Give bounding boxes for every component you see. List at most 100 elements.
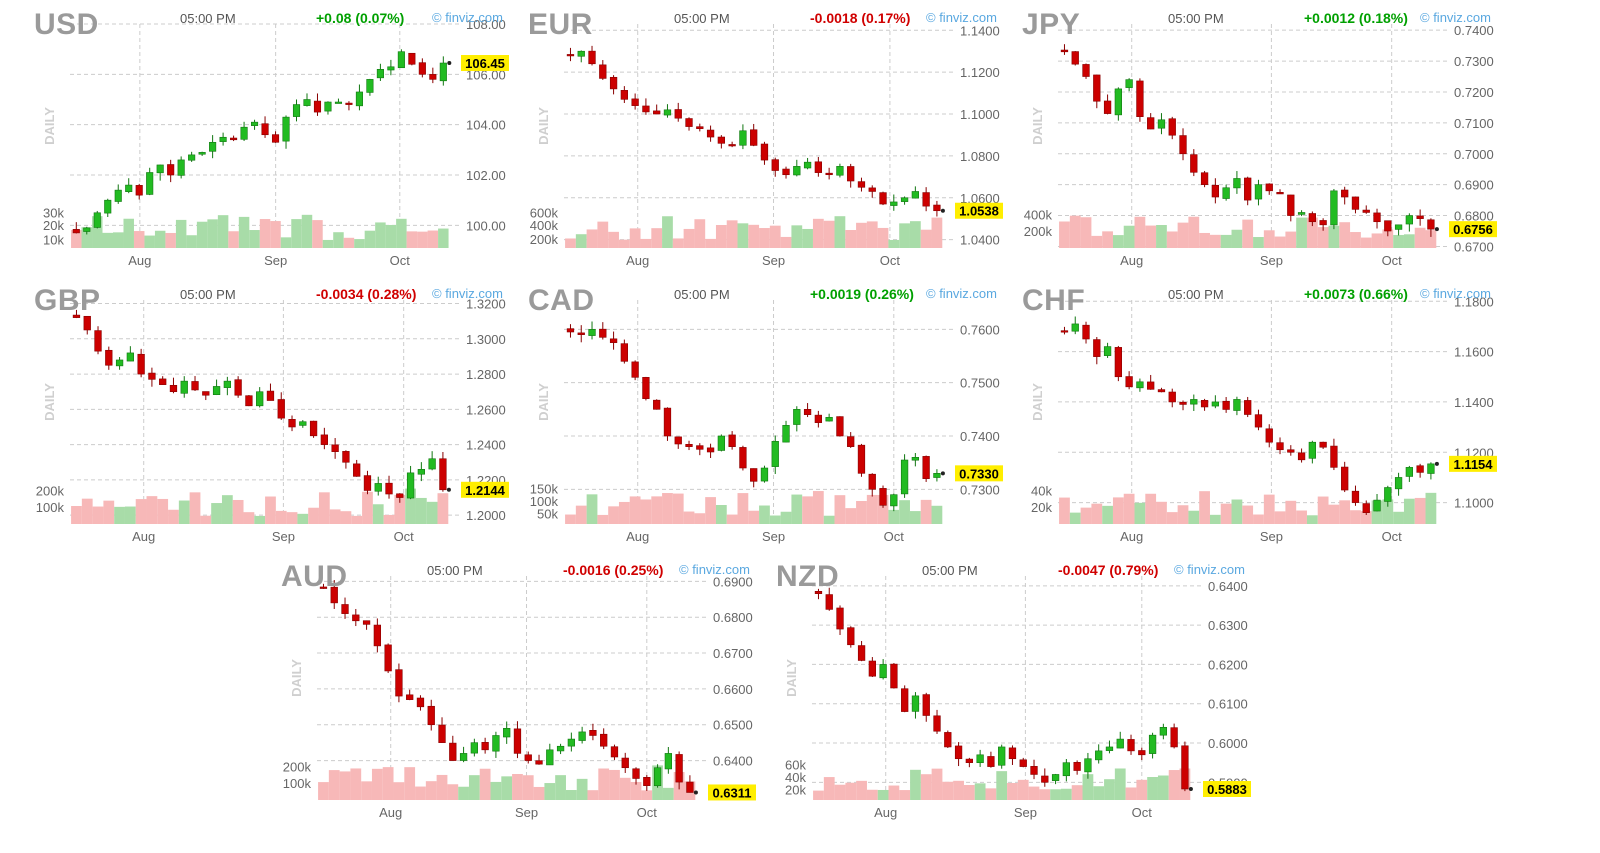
y-tick-label: 1.2000 (466, 508, 506, 523)
chart-panel-aud[interactable]: 0.6900 0.6800 0.6700 0.6600 0.6500 0.6400 Aug S… (275, 558, 769, 828)
last-price-box (461, 481, 509, 498)
candle (706, 129, 715, 138)
candle (156, 164, 164, 174)
volume-bar (587, 790, 599, 800)
chart-panel-nzd[interactable]: 0.64000.63000.62000.61000.60000.5900AugS… (770, 558, 1264, 828)
chart-panel-jpy[interactable]: 0.7400 0.7300 0.7200 0.7100 0.7000 0.6900 0.68… (1016, 6, 1510, 276)
candle (879, 192, 887, 205)
candle (685, 118, 693, 127)
candle (922, 694, 930, 716)
x-tick-label: Sep (515, 805, 538, 820)
candle (890, 663, 898, 689)
candle (857, 181, 866, 188)
candle (1060, 49, 1069, 53)
candle (890, 494, 898, 507)
candle (814, 414, 822, 423)
volume-bar (769, 515, 781, 524)
brand-link[interactable]: © finviz.com (926, 10, 997, 25)
candle (1181, 745, 1189, 790)
volume-bar (1339, 500, 1351, 524)
candle (198, 152, 206, 155)
candle (408, 52, 416, 65)
candle (911, 695, 920, 712)
x-tick-label: Oct (394, 529, 415, 544)
brand-link[interactable]: © finviz.com (926, 286, 997, 301)
candle (261, 123, 269, 136)
candle (1384, 487, 1392, 502)
volume-bar (189, 492, 201, 524)
candle (868, 187, 876, 192)
symbol-title: EUR (528, 8, 593, 41)
candle (146, 172, 154, 195)
volume-bar (910, 769, 921, 800)
candle (1060, 330, 1069, 333)
candle (1254, 184, 1263, 200)
volume-bar (608, 506, 619, 524)
chart-panel-usd[interactable]: 108.00 106.00 104.00 102.00 100.00 Aug Sep Oct D… (28, 6, 522, 276)
volume-bar (1168, 770, 1180, 800)
candle (428, 458, 436, 470)
volume-bar (200, 515, 212, 524)
volume-bar (1112, 497, 1124, 524)
x-tick-label: Aug (128, 253, 151, 268)
volume-bar (417, 231, 428, 248)
last-price-box (1449, 221, 1497, 238)
candle (406, 472, 415, 499)
volume-bar (186, 235, 197, 248)
candle (1170, 727, 1178, 748)
volume-bar (715, 224, 727, 248)
volume-bar (1050, 789, 1061, 800)
chart-panel-gbp[interactable]: 1.3200 1.3000 1.2800 1.2600 1.2400 1.2200 1.20… (28, 282, 522, 552)
brand-link[interactable]: © finviz.com (1420, 10, 1491, 25)
volume-bar (1425, 492, 1437, 524)
volume-bar (683, 511, 695, 524)
last-price-label: 0.6756 (1453, 222, 1493, 237)
brand-link[interactable]: © finviz.com (432, 286, 503, 301)
volume-bar (364, 230, 376, 248)
candle (137, 353, 145, 375)
symbol-title: JPY (1022, 8, 1081, 41)
volume-bar (217, 215, 229, 248)
volume-bar (672, 238, 684, 248)
chart-panel-chf[interactable]: 1.1800 1.1600 1.1400 1.1200 1.1000 Aug Sep Oct D… (1016, 282, 1510, 552)
candle (771, 159, 779, 171)
candle (513, 728, 522, 754)
volume-bar (1028, 786, 1040, 800)
chart-panel-eur[interactable]: 1.1400 1.1200 1.1000 1.0800 1.0600 1.0400 Aug S… (522, 6, 1016, 276)
candle (481, 742, 489, 751)
candle (126, 352, 134, 362)
candle (331, 444, 339, 452)
volume-bar (1393, 234, 1404, 248)
volume-tick-label: 20k (43, 218, 64, 233)
brand-link[interactable]: © finviz.com (432, 10, 503, 25)
volume-bar (726, 514, 738, 524)
volume-bar (1102, 505, 1113, 524)
candle (330, 586, 338, 604)
candle (901, 688, 909, 712)
candle (1082, 324, 1090, 340)
volume-bar (1157, 775, 1169, 800)
candle (674, 436, 682, 445)
volume-bar (211, 503, 222, 524)
volume-bar (823, 515, 835, 524)
candle (1190, 399, 1198, 405)
candle (125, 184, 133, 192)
volume-bar (512, 774, 523, 800)
candle (135, 185, 143, 196)
brand-link[interactable]: © finviz.com (679, 562, 750, 577)
candle (1276, 442, 1284, 451)
symbol-title: AUD (281, 560, 348, 593)
volume-bar (1360, 511, 1372, 524)
candle (1168, 391, 1176, 403)
volume-bar (726, 220, 738, 248)
candle (341, 604, 349, 614)
candle (271, 134, 280, 143)
candle (524, 754, 532, 761)
session-time: 05:00 PM (427, 563, 483, 578)
brand-link[interactable]: © finviz.com (1420, 286, 1491, 301)
candle (1330, 190, 1338, 226)
x-tick-label: Aug (379, 805, 402, 820)
candle (642, 377, 650, 399)
chart-panel-cad[interactable]: 0.7600 0.7500 0.7400 0.7300 Aug Sep Oct DAILY 15… (522, 282, 1016, 552)
brand-link[interactable]: © finviz.com (1174, 562, 1245, 577)
